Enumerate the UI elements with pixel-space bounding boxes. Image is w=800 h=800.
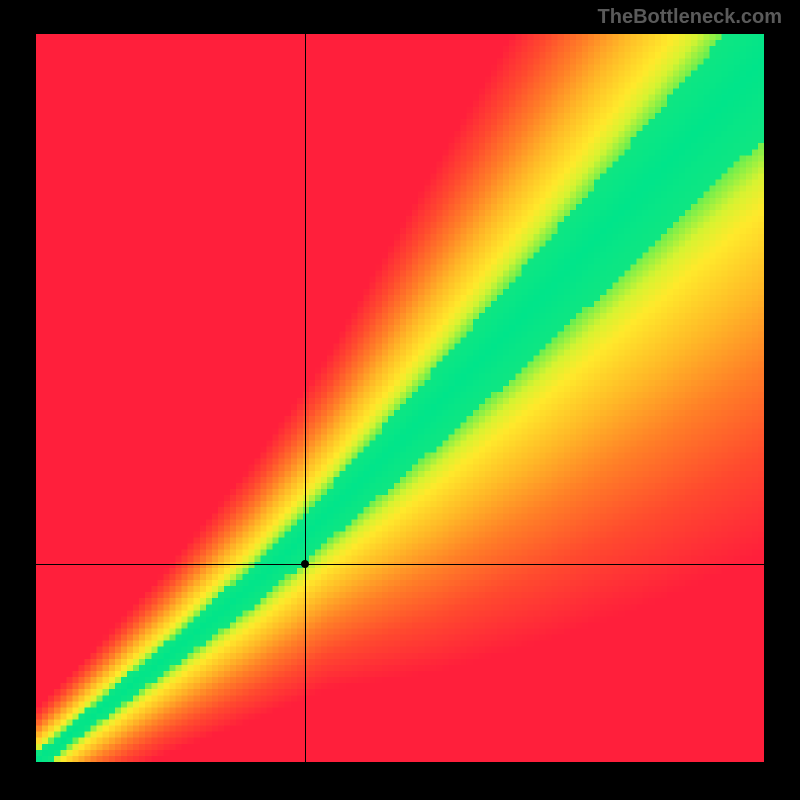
crosshair-vertical bbox=[305, 34, 306, 762]
marker-dot bbox=[301, 560, 309, 568]
watermark-text: TheBottleneck.com bbox=[598, 6, 782, 29]
heatmap-plot bbox=[36, 34, 764, 762]
crosshair-horizontal bbox=[36, 564, 764, 565]
heatmap-canvas bbox=[36, 34, 764, 762]
chart-container: TheBottleneck.com bbox=[0, 0, 800, 800]
